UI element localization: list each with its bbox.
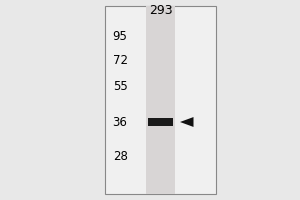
- Bar: [146, 6, 175, 194]
- Text: 36: 36: [112, 116, 128, 129]
- Text: 55: 55: [113, 80, 128, 92]
- Bar: [148, 118, 173, 126]
- Polygon shape: [180, 117, 194, 127]
- Text: 28: 28: [112, 150, 128, 162]
- Text: 293: 293: [149, 4, 172, 18]
- Text: 72: 72: [112, 53, 128, 66]
- Text: 95: 95: [112, 29, 128, 43]
- Bar: [105, 6, 216, 194]
